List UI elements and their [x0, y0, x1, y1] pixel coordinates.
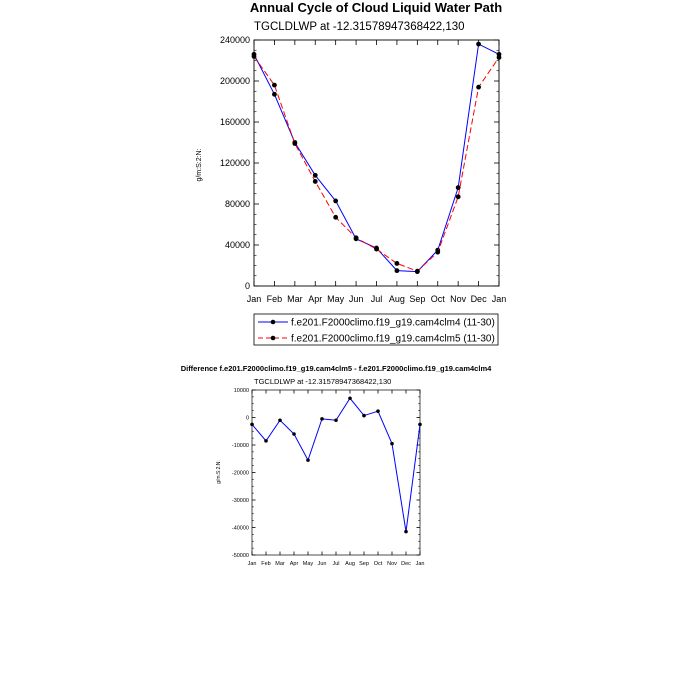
chart1-subtitle: TGCLDLWP at -12.31578947368422,130: [254, 21, 465, 33]
chart1-title: Annual Cycle of Cloud Liquid Water Path: [250, 0, 502, 15]
x-tick-label: Dec: [401, 561, 411, 567]
data-point-series-2: [455, 194, 461, 200]
x-tick-label: Sep: [359, 561, 369, 567]
series-line-1: [253, 43, 500, 273]
y-tick-label: -10000: [232, 443, 249, 449]
data-point-series-2: [353, 235, 359, 241]
data-point-series-1: [348, 396, 352, 401]
y-tick-label: 80000: [225, 199, 250, 209]
data-point-series-1: [250, 422, 254, 427]
x-tick-label: Mar: [275, 561, 285, 567]
y-tick-label: -40000: [232, 525, 249, 531]
x-tick-label: Apr: [290, 561, 299, 567]
data-point-series-1: [334, 418, 338, 423]
x-tick-label: Oct: [431, 294, 446, 304]
x-tick-label: Apr: [308, 294, 322, 304]
data-point-series-2: [312, 179, 318, 184]
x-tick-label: Jul: [332, 561, 339, 567]
chart1-y-axis-label: g/m:S:2:N:: [196, 148, 203, 181]
x-tick-label: May: [303, 561, 314, 567]
y-tick-label: 0: [246, 415, 249, 421]
plot-frame: [251, 389, 421, 556]
x-tick-label: Aug: [389, 294, 405, 304]
x-tick-label: Nov: [450, 294, 467, 304]
chart2-y-axis-label: g/m:S:2:N:: [216, 460, 222, 484]
data-point-series-2: [394, 261, 400, 266]
legend-label-series1: f.e201.F2000climo.f19_g19.cam4clm4 (11-3…: [291, 318, 495, 329]
data-point-series-1: [362, 413, 366, 418]
y-tick-label: -30000: [232, 498, 249, 504]
chart1-legend: f.e201.F2000climo.f19_g19.cam4clm4 (11-3…: [253, 313, 499, 346]
chart2-plot-area: -50000 -40000 -30000 -20000 -10000 0 10000 Jan F…: [232, 388, 425, 567]
x-tick-label: Jan: [247, 294, 262, 304]
legend-box: [253, 313, 499, 346]
series-line-1: [251, 397, 421, 532]
y-tick-label: 200000: [220, 76, 250, 86]
data-point-series-1: [278, 418, 282, 423]
x-tick-label: Oct: [374, 561, 383, 567]
x-tick-label: Jun: [349, 294, 364, 304]
data-point-series-2: [251, 54, 257, 59]
x-tick-label: Feb: [261, 561, 270, 567]
data-point-series-2: [414, 268, 420, 274]
data-point-series-1: [455, 185, 461, 191]
chart2-title: Difference f.e201.F2000climo.f19_g19.cam…: [181, 364, 492, 373]
series-line-2: [253, 56, 500, 272]
data-point-series-2: [435, 249, 441, 255]
x-tick-label: Jan: [492, 294, 507, 304]
x-tick-label: Sep: [409, 294, 425, 304]
data-point-series-1: [394, 268, 400, 274]
chart2-subtitle: TGCLDLWP at -12.31578947368422,130: [254, 377, 391, 386]
legend-marker-series1: [270, 319, 276, 325]
x-tick-label: Jun: [318, 561, 327, 567]
chart1-plot-area: 0 40000 80000 120000 160000 200000 240000 Jan Fe…: [220, 35, 506, 304]
y-tick-label: -20000: [232, 470, 249, 476]
data-point-series-1: [306, 458, 310, 462]
data-point-series-1: [390, 441, 394, 446]
x-tick-label: May: [327, 294, 345, 304]
data-point-series-1: [376, 409, 380, 413]
x-tick-label: Nov: [387, 561, 397, 567]
data-point-series-1: [320, 417, 324, 421]
legend-label-series2: f.e201.F2000climo.f19_g19.cam4clm5 (11-3…: [291, 334, 495, 345]
y-tick-label: 120000: [220, 158, 250, 168]
x-tick-label: Aug: [345, 561, 355, 567]
data-point-series-1: [404, 529, 408, 534]
data-point-series-1: [264, 439, 268, 443]
y-tick-label: -50000: [232, 553, 249, 559]
y-tick-label: 0: [245, 281, 250, 291]
data-point-series-1: [333, 198, 339, 204]
data-point-series-1: [476, 41, 481, 47]
data-point-series-1: [292, 432, 296, 436]
data-point-series-2: [496, 55, 502, 60]
data-point-series-1: [418, 422, 422, 427]
x-tick-label: Mar: [287, 294, 303, 304]
legend-marker-series2: [270, 335, 276, 341]
data-point-series-2: [292, 141, 298, 146]
data-point-series-2: [476, 84, 481, 90]
x-tick-label: Jan: [416, 561, 425, 567]
x-tick-label: Jan: [248, 561, 257, 567]
data-point-series-2: [333, 214, 339, 220]
x-tick-label: Jul: [371, 294, 383, 304]
y-tick-label: 240000: [220, 35, 250, 45]
data-point-series-2: [272, 82, 277, 88]
y-tick-label: 10000: [234, 388, 249, 394]
y-tick-label: 40000: [225, 240, 250, 250]
data-point-series-2: [374, 246, 379, 252]
data-point-series-1: [312, 172, 318, 178]
data-point-series-1: [272, 91, 277, 97]
y-tick-label: 160000: [220, 117, 250, 127]
x-tick-label: Dec: [471, 294, 488, 304]
x-tick-label: Feb: [267, 294, 283, 304]
